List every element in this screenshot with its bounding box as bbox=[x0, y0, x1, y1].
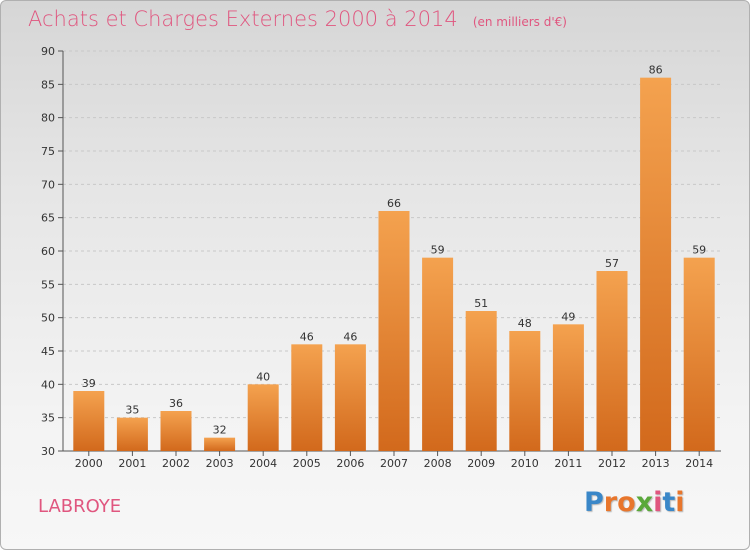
logo-letter: t bbox=[662, 487, 676, 518]
logo-letter: i bbox=[675, 487, 685, 518]
x-tick-label: 2007 bbox=[380, 457, 408, 470]
y-tick-label: 50 bbox=[41, 312, 55, 325]
commune-name: LABROYE bbox=[38, 496, 122, 517]
y-tick-label: 85 bbox=[41, 78, 55, 91]
y-tick-label: 40 bbox=[41, 378, 55, 391]
bar bbox=[334, 344, 366, 451]
y-tick-label: 65 bbox=[41, 212, 55, 225]
bar-value-label: 59 bbox=[431, 244, 445, 257]
x-tick-label: 2006 bbox=[336, 457, 364, 470]
bar bbox=[596, 271, 628, 451]
bar bbox=[160, 411, 192, 451]
labels: 30 35 40 45 50 55 60 65 70 75 80 85 90 39 2000 35 2001 36… bbox=[41, 45, 713, 470]
x-tick-label: 2011 bbox=[554, 457, 582, 470]
bar bbox=[378, 211, 410, 451]
bar bbox=[73, 391, 105, 451]
bar bbox=[552, 324, 584, 451]
bars bbox=[73, 77, 715, 452]
bar bbox=[116, 417, 148, 451]
y-tick-label: 70 bbox=[41, 178, 55, 191]
logo-letter: i bbox=[653, 487, 663, 518]
bar-value-label: 48 bbox=[518, 317, 532, 330]
y-tick-label: 55 bbox=[41, 278, 55, 291]
bar-value-label: 32 bbox=[213, 424, 227, 437]
bar-value-label: 46 bbox=[343, 330, 357, 343]
x-tick-label: 2005 bbox=[293, 457, 321, 470]
x-tick-label: 2014 bbox=[685, 457, 713, 470]
bar-value-label: 39 bbox=[82, 377, 96, 390]
bar-value-label: 40 bbox=[256, 370, 270, 383]
x-tick-label: 2013 bbox=[642, 457, 670, 470]
bar-value-label: 66 bbox=[387, 197, 401, 210]
bar bbox=[247, 384, 279, 451]
bar bbox=[509, 331, 541, 451]
bar-value-label: 46 bbox=[300, 330, 314, 343]
bar bbox=[640, 77, 672, 452]
y-tick-label: 75 bbox=[41, 145, 55, 158]
x-tick-label: 2002 bbox=[162, 457, 190, 470]
bar-value-label: 35 bbox=[125, 404, 139, 417]
bar-value-label: 49 bbox=[561, 310, 575, 323]
logo-letter: x bbox=[635, 487, 654, 518]
chart-title: Achats et Charges Externes 2000 à 2014 bbox=[28, 7, 458, 31]
x-tick-label: 2004 bbox=[249, 457, 277, 470]
logo-letter: o bbox=[617, 487, 636, 518]
bar bbox=[204, 437, 236, 451]
proxiti-logo[interactable]: Proxiti bbox=[584, 487, 685, 518]
bar-value-label: 51 bbox=[474, 297, 488, 310]
x-tick-label: 2009 bbox=[467, 457, 495, 470]
x-tick-label: 2010 bbox=[511, 457, 539, 470]
chart-title-block: Achats et Charges Externes 2000 à 2014 (… bbox=[28, 7, 567, 31]
x-tick-label: 2012 bbox=[598, 457, 626, 470]
y-tick-label: 80 bbox=[41, 112, 55, 125]
y-tick-label: 35 bbox=[41, 412, 55, 425]
logo-letter: P bbox=[584, 487, 604, 518]
bar-value-label: 59 bbox=[692, 244, 706, 257]
chart-unit: (en milliers d'€) bbox=[472, 15, 567, 29]
y-tick-label: 60 bbox=[41, 245, 55, 258]
y-tick-label: 90 bbox=[41, 45, 55, 58]
y-tick-label: 45 bbox=[41, 345, 55, 358]
bar bbox=[683, 257, 715, 451]
logo-letter: r bbox=[603, 487, 618, 518]
x-tick-label: 2003 bbox=[206, 457, 234, 470]
x-tick-label: 2001 bbox=[118, 457, 146, 470]
bar bbox=[422, 257, 454, 451]
x-tick-label: 2008 bbox=[424, 457, 452, 470]
bar-value-label: 86 bbox=[649, 64, 663, 77]
bar-value-label: 57 bbox=[605, 257, 619, 270]
bar-value-label: 36 bbox=[169, 397, 183, 410]
x-tick-label: 2000 bbox=[75, 457, 103, 470]
bar bbox=[291, 344, 323, 451]
bar bbox=[465, 311, 497, 451]
y-tick-label: 30 bbox=[41, 445, 55, 458]
